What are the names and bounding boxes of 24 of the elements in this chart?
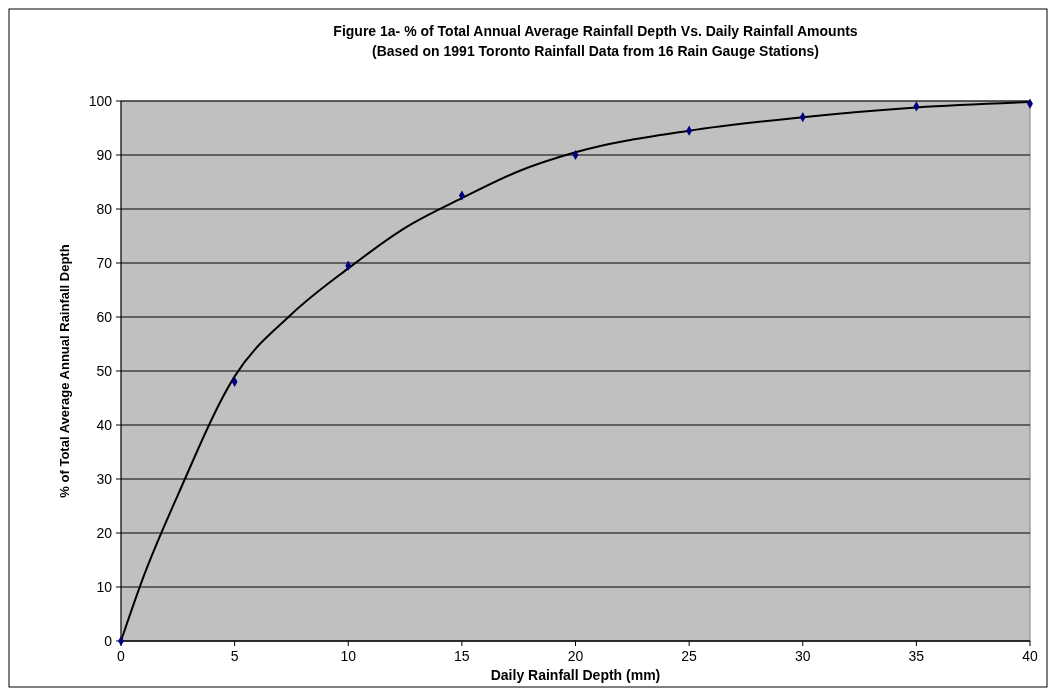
chart-subtitle: (Based on 1991 Toronto Rainfall Data from 16 Rain Gauge Stations)	[371, 43, 820, 59]
x-tick-label: 35	[908, 648, 925, 664]
y-tick-label: 60	[96, 309, 113, 325]
y-tick-label: 0	[104, 633, 113, 649]
x-tick-label: 40	[1022, 648, 1038, 664]
y-tick-label: 80	[96, 201, 113, 217]
y-tick-label: 90	[96, 147, 113, 163]
x-tick-label: 15	[454, 648, 470, 664]
x-tick-label: 20	[567, 648, 584, 664]
x-axis-title: Daily Rainfall Depth (mm)	[490, 667, 661, 683]
x-tick-label: 0	[117, 648, 126, 664]
y-tick-label: 40	[96, 417, 113, 433]
y-tick-label: 50	[96, 363, 113, 379]
chart-title: Figure 1a- % of Total Annual Average Rainfall Depth Vs. Daily Rainfall Amounts	[333, 23, 858, 39]
x-tick-label: 10	[340, 648, 357, 664]
y-tick-label: 100	[88, 93, 113, 109]
x-tick-label: 25	[681, 648, 698, 664]
x-tick-label: 5	[230, 648, 239, 664]
y-tick-label: 30	[96, 471, 113, 487]
y-tick-label: 20	[96, 525, 113, 541]
y-tick-label: 10	[96, 579, 113, 595]
y-axis-title: % of Total Average Annual Rainfall Depth	[57, 244, 72, 498]
x-tick-label: 30	[794, 648, 811, 664]
y-tick-label: 70	[96, 255, 113, 271]
